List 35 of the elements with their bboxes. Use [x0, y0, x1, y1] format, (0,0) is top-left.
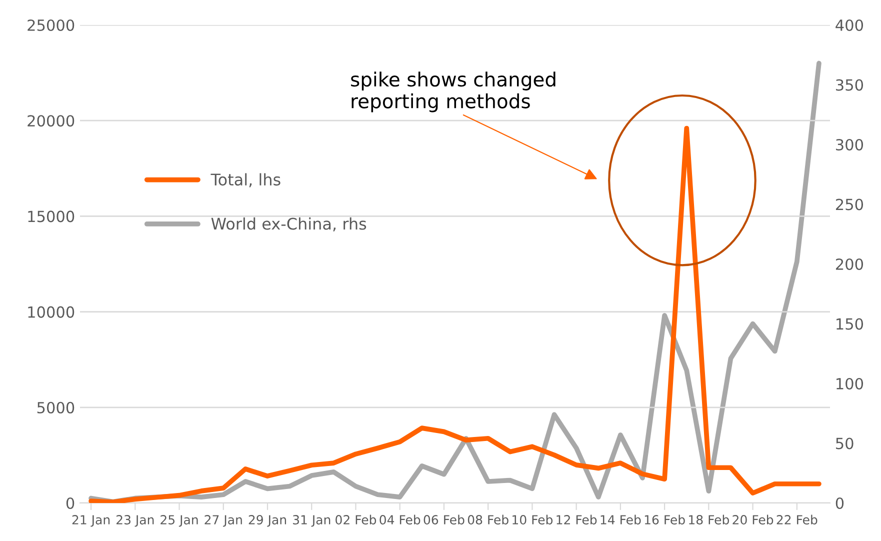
- x-tick-label: 23 Jan: [116, 515, 154, 527]
- x-tick-label: 29 Jan: [248, 515, 286, 527]
- x-tick-label: 21 Jan: [72, 515, 110, 527]
- x-tick-label: 27 Jan: [204, 515, 242, 527]
- legend-label: World ex-China, rhs: [211, 217, 366, 232]
- y2-tick-label: 400: [836, 19, 864, 32]
- x-tick-label: 31 Jan: [292, 515, 330, 527]
- x-tick-label: 18 Feb: [689, 514, 729, 524]
- x-tick-label: 02 Feb: [336, 514, 376, 524]
- x-tick-label: 04 Feb: [380, 514, 420, 524]
- y-tick-label: 0: [66, 497, 74, 510]
- annotation: spike shows changed reporting methods: [351, 72, 556, 112]
- y2-tick-label: 200: [836, 258, 864, 270]
- x-tick-label: 10 Feb: [512, 514, 553, 524]
- x-tick-label: 20 Feb: [732, 514, 774, 524]
- y-tick-label: 15000: [28, 210, 74, 222]
- x-tick-label: 16 Feb: [644, 514, 685, 524]
- y2-tick-label: 50: [836, 438, 854, 450]
- legend-label: Total, lhs: [210, 173, 280, 188]
- x-tick-label: 22 Feb: [776, 514, 818, 524]
- y2-tick-label: 250: [836, 198, 864, 210]
- y2-tick-label: 300: [836, 138, 864, 151]
- x-tick-label: 14 Feb: [600, 514, 641, 524]
- x-tick-label: 06 Feb: [424, 514, 464, 524]
- x-tick-label: 08 Feb: [468, 514, 508, 524]
- y-tick-label: 25000: [28, 19, 74, 32]
- y-tick-label: 5000: [37, 402, 74, 414]
- y2-tick-label: 350: [836, 79, 864, 91]
- y2-tick-label: 150: [836, 318, 864, 330]
- y-tick-label: 10000: [28, 306, 74, 318]
- x-tick-label: 25 Jan: [160, 515, 198, 527]
- y2-tick-label: 100: [836, 378, 864, 390]
- x-tick-label: 12 Feb: [556, 514, 597, 524]
- y2-tick-label: 0: [836, 497, 844, 510]
- y-tick-label: 20000: [28, 115, 74, 127]
